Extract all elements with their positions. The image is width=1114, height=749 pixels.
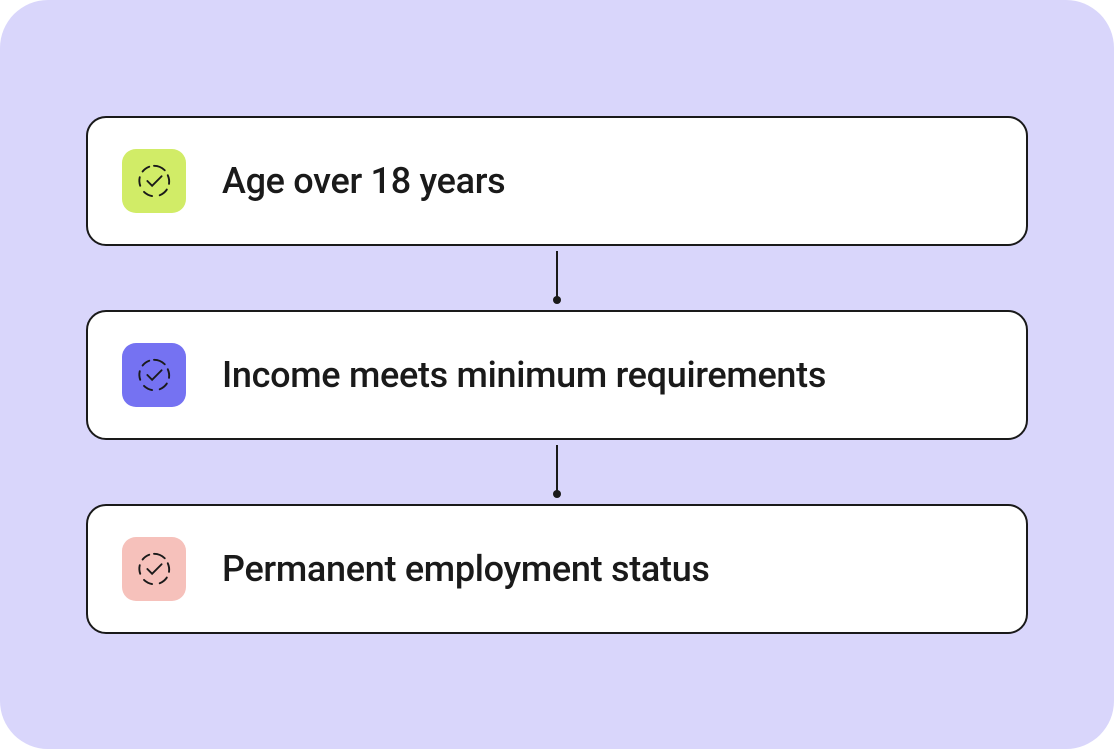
icon-box-2 bbox=[122, 343, 186, 407]
step-card-3: Permanent employment status bbox=[86, 504, 1028, 634]
check-circle-dashed-icon bbox=[135, 550, 173, 588]
check-circle-dashed-icon bbox=[135, 162, 173, 200]
step-label-3: Permanent employment status bbox=[222, 548, 710, 590]
icon-box-3 bbox=[122, 537, 186, 601]
step-label-2: Income meets minimum requirements bbox=[222, 354, 826, 396]
connector-line bbox=[556, 251, 558, 297]
step-card-1: Age over 18 years bbox=[86, 116, 1028, 246]
connector-1 bbox=[553, 246, 561, 310]
step-card-2: Income meets minimum requirements bbox=[86, 310, 1028, 440]
diagram-container: Age over 18 years Income meets minimum r… bbox=[0, 0, 1114, 749]
icon-box-1 bbox=[122, 149, 186, 213]
connector-2 bbox=[553, 440, 561, 504]
step-label-1: Age over 18 years bbox=[222, 160, 505, 202]
connector-dot bbox=[553, 296, 561, 304]
connector-line bbox=[556, 445, 558, 491]
check-circle-dashed-icon bbox=[135, 356, 173, 394]
connector-dot bbox=[553, 490, 561, 498]
